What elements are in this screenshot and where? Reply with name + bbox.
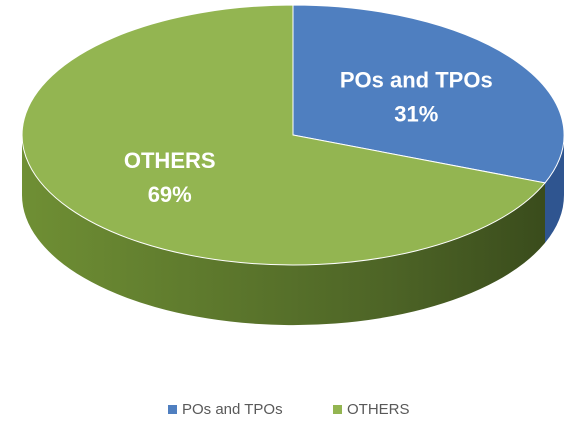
data-label-category: OTHERS bbox=[124, 148, 216, 173]
data-label-category: POs and TPOs bbox=[340, 68, 493, 93]
slice bbox=[21, 4, 546, 266]
data-label-value: 31% bbox=[394, 102, 438, 127]
slice-side bbox=[545, 135, 565, 243]
slice bbox=[292, 4, 565, 184]
legend-label: OTHERS bbox=[347, 401, 410, 418]
legend-label: POs and TPOs bbox=[182, 401, 283, 418]
data-label-value: 69% bbox=[148, 182, 192, 207]
legend-swatch bbox=[333, 405, 342, 414]
legend-swatch bbox=[168, 405, 177, 414]
slice-side bbox=[21, 135, 546, 326]
